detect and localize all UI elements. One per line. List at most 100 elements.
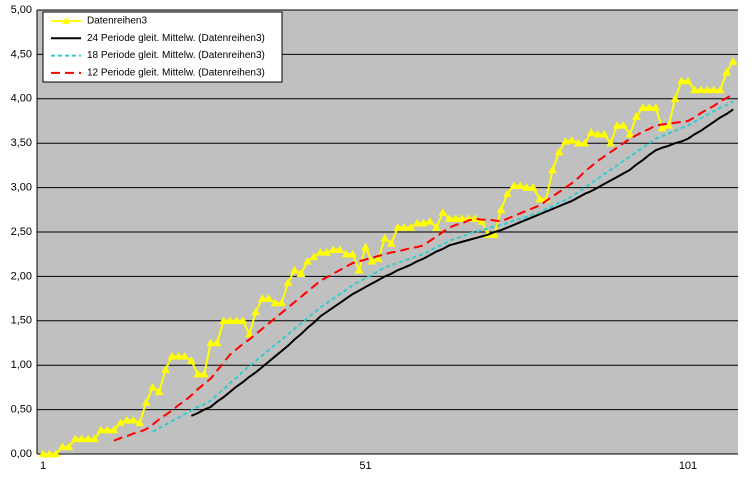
marker bbox=[619, 120, 628, 129]
marker bbox=[219, 316, 229, 325]
marker bbox=[283, 278, 293, 286]
marker bbox=[702, 85, 712, 94]
y-tick-label: 1,50 bbox=[11, 315, 32, 327]
marker bbox=[135, 418, 145, 427]
marker bbox=[103, 425, 112, 434]
marker bbox=[438, 207, 448, 216]
marker bbox=[580, 138, 590, 147]
marker bbox=[709, 85, 719, 94]
marker bbox=[651, 103, 661, 111]
marker bbox=[277, 298, 287, 307]
legend-label: 12 Periode gleit. Mittelw. (Datenreihen3… bbox=[87, 68, 265, 79]
marker bbox=[309, 252, 319, 261]
x-tick-label: 101 bbox=[679, 460, 697, 472]
marker bbox=[186, 356, 196, 365]
marker bbox=[212, 338, 222, 347]
marker bbox=[406, 223, 416, 231]
marker bbox=[399, 223, 409, 231]
marker bbox=[451, 214, 461, 222]
marker bbox=[502, 189, 512, 198]
marker bbox=[657, 123, 667, 132]
y-tick-label: 1,00 bbox=[11, 359, 32, 371]
series-line bbox=[190, 108, 734, 417]
marker bbox=[528, 183, 538, 191]
marker bbox=[70, 434, 80, 443]
y-tick-label: 2,00 bbox=[11, 270, 32, 282]
marker bbox=[161, 365, 170, 373]
marker bbox=[728, 57, 738, 65]
legend-label: 24 Periode gleit. Mittelw. (Datenreihen3… bbox=[87, 33, 265, 44]
marker bbox=[341, 249, 351, 258]
marker bbox=[567, 136, 577, 144]
marker bbox=[238, 316, 248, 325]
marker bbox=[477, 216, 487, 225]
marker bbox=[77, 434, 87, 443]
marker bbox=[270, 298, 280, 307]
marker bbox=[599, 129, 609, 138]
marker bbox=[373, 254, 383, 262]
marker bbox=[51, 449, 61, 458]
marker bbox=[148, 382, 158, 391]
marker bbox=[444, 214, 454, 222]
marker bbox=[251, 307, 261, 316]
marker bbox=[322, 247, 332, 256]
marker bbox=[631, 112, 641, 120]
marker bbox=[670, 94, 680, 103]
marker bbox=[303, 256, 312, 265]
marker bbox=[522, 183, 532, 191]
marker bbox=[90, 434, 100, 443]
marker bbox=[515, 181, 525, 190]
y-tick-label: 4,00 bbox=[11, 93, 32, 105]
y-tick-label: 3,00 bbox=[11, 182, 32, 194]
marker bbox=[180, 351, 190, 360]
y-tick-label: 5,00 bbox=[11, 4, 32, 16]
marker bbox=[573, 138, 583, 147]
marker bbox=[257, 294, 267, 302]
marker bbox=[367, 256, 377, 265]
marker bbox=[412, 218, 422, 227]
marker bbox=[496, 205, 506, 214]
marker bbox=[193, 369, 203, 378]
marker bbox=[612, 120, 622, 129]
marker bbox=[122, 415, 132, 424]
marker bbox=[354, 265, 364, 274]
marker bbox=[696, 85, 706, 94]
marker bbox=[335, 245, 345, 254]
marker bbox=[141, 397, 151, 406]
marker bbox=[315, 247, 325, 256]
legend-label: Datenreihen3 bbox=[87, 16, 147, 27]
marker bbox=[83, 434, 93, 443]
marker bbox=[96, 425, 106, 434]
marker bbox=[128, 415, 138, 424]
marker bbox=[45, 449, 54, 458]
marker bbox=[644, 103, 654, 111]
marker bbox=[606, 138, 616, 147]
marker bbox=[535, 194, 545, 203]
marker bbox=[419, 218, 428, 227]
marker bbox=[174, 351, 183, 360]
marker bbox=[154, 387, 164, 396]
x-tick-label: 1 bbox=[40, 460, 46, 472]
series-line bbox=[113, 93, 734, 442]
marker bbox=[386, 239, 396, 247]
marker bbox=[425, 216, 435, 225]
marker bbox=[199, 369, 209, 378]
marker bbox=[264, 294, 274, 302]
marker bbox=[393, 223, 403, 231]
marker bbox=[232, 316, 241, 325]
legend: Datenreihen3 24 Periode gleit. Mittelw. (… bbox=[42, 11, 283, 83]
marker bbox=[554, 147, 564, 156]
legend-box bbox=[42, 11, 283, 83]
marker bbox=[115, 418, 125, 427]
marker bbox=[361, 242, 370, 251]
marker bbox=[38, 449, 48, 458]
marker bbox=[690, 85, 699, 94]
legend-marker bbox=[62, 17, 70, 24]
marker bbox=[490, 230, 499, 238]
marker bbox=[457, 214, 467, 222]
marker bbox=[328, 245, 338, 254]
marker bbox=[722, 67, 732, 76]
marker bbox=[167, 351, 177, 360]
marker bbox=[225, 316, 235, 325]
